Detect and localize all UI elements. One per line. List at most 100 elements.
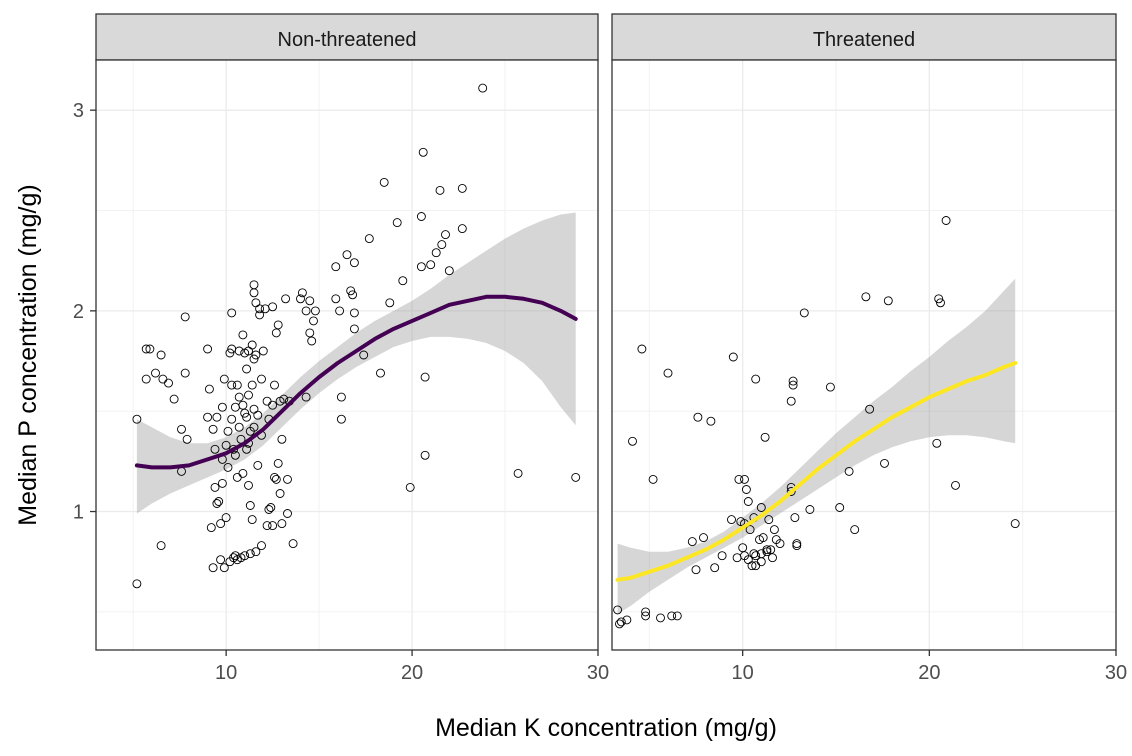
data-point (216, 555, 226, 565)
data-point (786, 487, 796, 496)
data-point (232, 380, 242, 390)
data-point (768, 553, 777, 563)
data-point (230, 450, 240, 460)
data-point (212, 412, 222, 422)
data-point (219, 374, 229, 384)
data-point (743, 497, 753, 506)
data-point (203, 412, 213, 422)
data-point (253, 410, 263, 420)
data-point (240, 551, 250, 561)
data-point (693, 412, 703, 422)
data-point (296, 294, 305, 304)
data-point (336, 414, 346, 424)
data-point (227, 380, 237, 390)
x-axis-title: Median K concentration (mg/g) (435, 714, 777, 742)
data-point (212, 499, 222, 508)
confidence-band-area (617, 278, 1016, 614)
data-point (758, 533, 768, 543)
data-point (616, 617, 626, 627)
data-point (615, 619, 624, 629)
data-point (444, 266, 454, 276)
facet-label: Threatened (813, 29, 915, 51)
data-point (310, 306, 320, 316)
data-point (513, 468, 523, 478)
data-point (283, 509, 292, 518)
data-point (288, 539, 298, 549)
data-point (775, 539, 785, 549)
data-point (420, 450, 430, 460)
data-point (266, 503, 276, 512)
data-point (835, 503, 845, 512)
data-point (145, 344, 155, 354)
data-point (790, 513, 800, 523)
data-point (208, 563, 218, 573)
data-point (164, 378, 173, 388)
data-point (210, 444, 220, 454)
data-point (691, 565, 701, 575)
data-point (346, 286, 356, 296)
data-point (238, 468, 248, 478)
data-point (637, 344, 647, 354)
facet-strip (611, 13, 1117, 61)
data-point (727, 515, 736, 525)
data-point (710, 563, 720, 573)
panel-border (95, 59, 599, 651)
data-point (457, 183, 467, 193)
data-point (349, 308, 359, 318)
data-point (277, 519, 287, 529)
data-point (769, 525, 779, 535)
data-point (376, 368, 385, 378)
data-point (307, 336, 317, 346)
data-point (247, 515, 257, 525)
data-point (359, 350, 369, 360)
data-point (667, 611, 677, 621)
data-point (331, 294, 341, 304)
data-point (180, 312, 190, 322)
data-point (951, 480, 960, 490)
data-point (234, 346, 244, 356)
data-point (788, 376, 798, 386)
smooth-fit-line (134, 294, 578, 470)
data-point (717, 551, 727, 561)
data-point (398, 276, 408, 286)
data-point (141, 374, 151, 384)
data-point (751, 374, 761, 384)
data-point (273, 458, 283, 468)
data-point (277, 434, 287, 444)
data-point (281, 294, 291, 304)
data-point (760, 432, 770, 442)
y-tick-label: 3 (73, 100, 84, 122)
data-point (331, 262, 341, 272)
data-point (264, 505, 274, 514)
data-point (932, 438, 942, 448)
data-point (418, 147, 428, 157)
data-point (786, 396, 796, 406)
data-point (941, 216, 951, 225)
data-point (844, 466, 854, 476)
data-point (249, 354, 259, 364)
data-point (883, 296, 893, 306)
data-point (245, 501, 255, 510)
data-point (223, 426, 233, 436)
data-points (613, 216, 1020, 629)
x-axis: 10 20 30 (215, 650, 609, 684)
data-point (457, 224, 467, 234)
data-point (255, 310, 265, 320)
data-point (268, 302, 278, 312)
y-axis: 1 2 3 (73, 100, 96, 524)
data-point (792, 539, 802, 549)
data-point (305, 296, 315, 306)
data-point (880, 458, 889, 468)
data-point (223, 462, 233, 472)
data-point (180, 368, 190, 378)
data-point (663, 368, 673, 378)
data-point (426, 260, 436, 270)
data-point (699, 533, 708, 543)
x-axis: 10 20 30 (732, 650, 1127, 684)
x-tick-label: 10 (215, 662, 237, 684)
data-point (156, 541, 166, 551)
data-point (242, 444, 252, 454)
data-point (335, 306, 345, 316)
data-point (247, 380, 257, 390)
